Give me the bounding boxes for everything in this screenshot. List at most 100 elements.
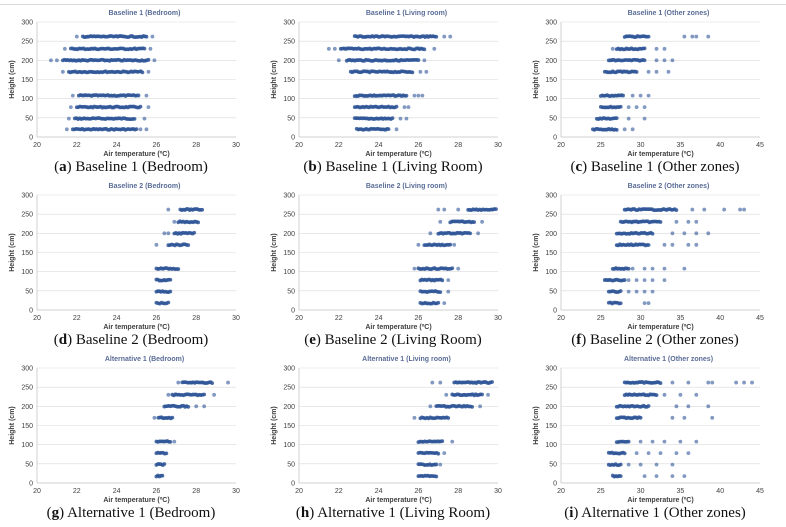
data-point xyxy=(706,231,711,236)
data-point xyxy=(394,104,399,109)
x-tick-label: 25 xyxy=(597,142,605,149)
data-point xyxy=(618,462,623,467)
chart-panel-a: 20 22 24 26 28 30 0 50 100 150 200 250 300 Baseline 1… xyxy=(0,5,262,180)
caption-paren-close: ) xyxy=(581,332,587,348)
data-point xyxy=(686,242,691,247)
panel-caption-h: (h) Alternative 1 (Living Room) xyxy=(262,505,524,522)
data-point xyxy=(634,289,639,294)
data-point xyxy=(686,219,691,224)
data-point xyxy=(456,266,461,271)
caption-paren-open: ( xyxy=(303,159,309,175)
y-tick-label: 300 xyxy=(21,193,33,200)
y-tick-label: 250 xyxy=(545,212,557,219)
x-tick-label: 24 xyxy=(375,142,383,149)
data-point xyxy=(694,439,699,444)
data-point xyxy=(446,289,451,294)
data-point xyxy=(682,474,687,478)
data-point xyxy=(168,277,173,282)
data-point xyxy=(654,46,659,51)
caption-paren-open: ( xyxy=(53,332,59,348)
data-point xyxy=(404,93,409,98)
data-point xyxy=(444,392,449,397)
y-tick-label: 0 xyxy=(553,135,557,142)
data-point xyxy=(430,380,435,385)
x-tick-label: 22 xyxy=(335,488,343,495)
x-tick-label: 20 xyxy=(295,142,303,149)
panel-caption-a: (a) Baseline 1 (Bedroom) xyxy=(0,159,262,176)
data-point xyxy=(132,116,137,121)
data-point xyxy=(394,127,399,132)
y-tick-label: 300 xyxy=(545,20,557,27)
x-tick-label: 30 xyxy=(232,142,240,149)
data-point xyxy=(622,451,627,456)
panel-caption-c: (c) Baseline 1 (Other zones) xyxy=(524,159,786,176)
chart-panel-b: 20 22 24 26 28 30 0 50 100 150 200 250 300 Baseline 1… xyxy=(262,5,524,180)
data-point xyxy=(168,289,173,294)
data-point xyxy=(610,46,615,51)
caption-paren-close: ) xyxy=(67,332,73,348)
panel-caption-g: (g) Alternative 1 (Bedroom) xyxy=(0,505,262,522)
caption-paren-open: ( xyxy=(46,505,52,521)
data-point xyxy=(162,231,167,236)
y-axis-label: Height (cm) xyxy=(533,233,540,272)
caption-text: Baseline 1 (Other zones) xyxy=(587,159,740,175)
data-point xyxy=(634,105,639,109)
data-point xyxy=(686,380,691,385)
data-point xyxy=(646,69,651,74)
caption-paren-close: ) xyxy=(315,332,321,348)
x-tick-label: 30 xyxy=(494,488,502,495)
data-point xyxy=(642,266,647,271)
data-point xyxy=(618,301,623,306)
data-point xyxy=(470,404,475,409)
caption-paren-open: ( xyxy=(570,159,576,175)
data-point xyxy=(662,46,667,51)
data-point xyxy=(654,69,659,74)
x-tick-label: 40 xyxy=(716,315,724,322)
data-point xyxy=(196,220,201,225)
data-point xyxy=(642,116,647,121)
data-point xyxy=(702,207,707,212)
y-tick-label: 300 xyxy=(545,193,557,200)
scatter-plot-g: 20 22 24 26 28 30050100150200250300Alternativ… xyxy=(9,356,240,504)
data-point xyxy=(686,404,691,409)
y-tick-label: 50 xyxy=(287,461,295,468)
chart-panel-g: 20 22 24 26 28 30 0 50 100 150 200 250 300 Alternativ… xyxy=(0,351,262,526)
y-tick-label: 100 xyxy=(545,269,557,276)
data-point xyxy=(662,58,667,63)
y-tick-label: 150 xyxy=(545,77,557,84)
y-tick-label: 150 xyxy=(283,423,295,430)
x-axis-label: Air temperature (ºC) xyxy=(365,151,431,158)
data-point xyxy=(406,105,411,109)
data-point xyxy=(438,290,443,294)
x-tick-label: 30 xyxy=(232,488,240,495)
data-point xyxy=(646,243,651,247)
x-tick-label: 30 xyxy=(494,142,502,149)
x-axis-label: Air temperature (ºC) xyxy=(103,497,169,504)
panel-caption-i: (i) Alternative 1 (Other zones) xyxy=(524,505,786,522)
data-point xyxy=(682,34,687,39)
y-tick-label: 200 xyxy=(283,58,295,65)
data-point xyxy=(390,116,395,121)
y-tick-label: 300 xyxy=(545,366,557,373)
data-point xyxy=(630,266,635,271)
caption-paren-close: ) xyxy=(316,159,322,175)
caption-paren-open: ( xyxy=(571,332,577,348)
data-point xyxy=(386,127,391,132)
data-point xyxy=(626,266,631,271)
data-point xyxy=(164,451,169,456)
chart-title: Baseline 1 (Bedroom) xyxy=(109,10,181,17)
data-point xyxy=(64,127,69,132)
data-point xyxy=(670,242,675,247)
data-point xyxy=(642,46,647,51)
data-point xyxy=(66,116,71,121)
x-axis-label: Air temperature (ºC) xyxy=(103,324,169,331)
x-tick-label: 28 xyxy=(454,488,462,495)
data-point xyxy=(422,58,427,63)
chart-title: Alternative 1 (Bedroom) xyxy=(105,356,184,363)
data-point xyxy=(176,380,181,385)
data-point xyxy=(144,127,149,132)
data-point xyxy=(710,415,715,420)
data-point xyxy=(55,58,59,63)
y-axis-label: Height (cm) xyxy=(271,233,278,272)
